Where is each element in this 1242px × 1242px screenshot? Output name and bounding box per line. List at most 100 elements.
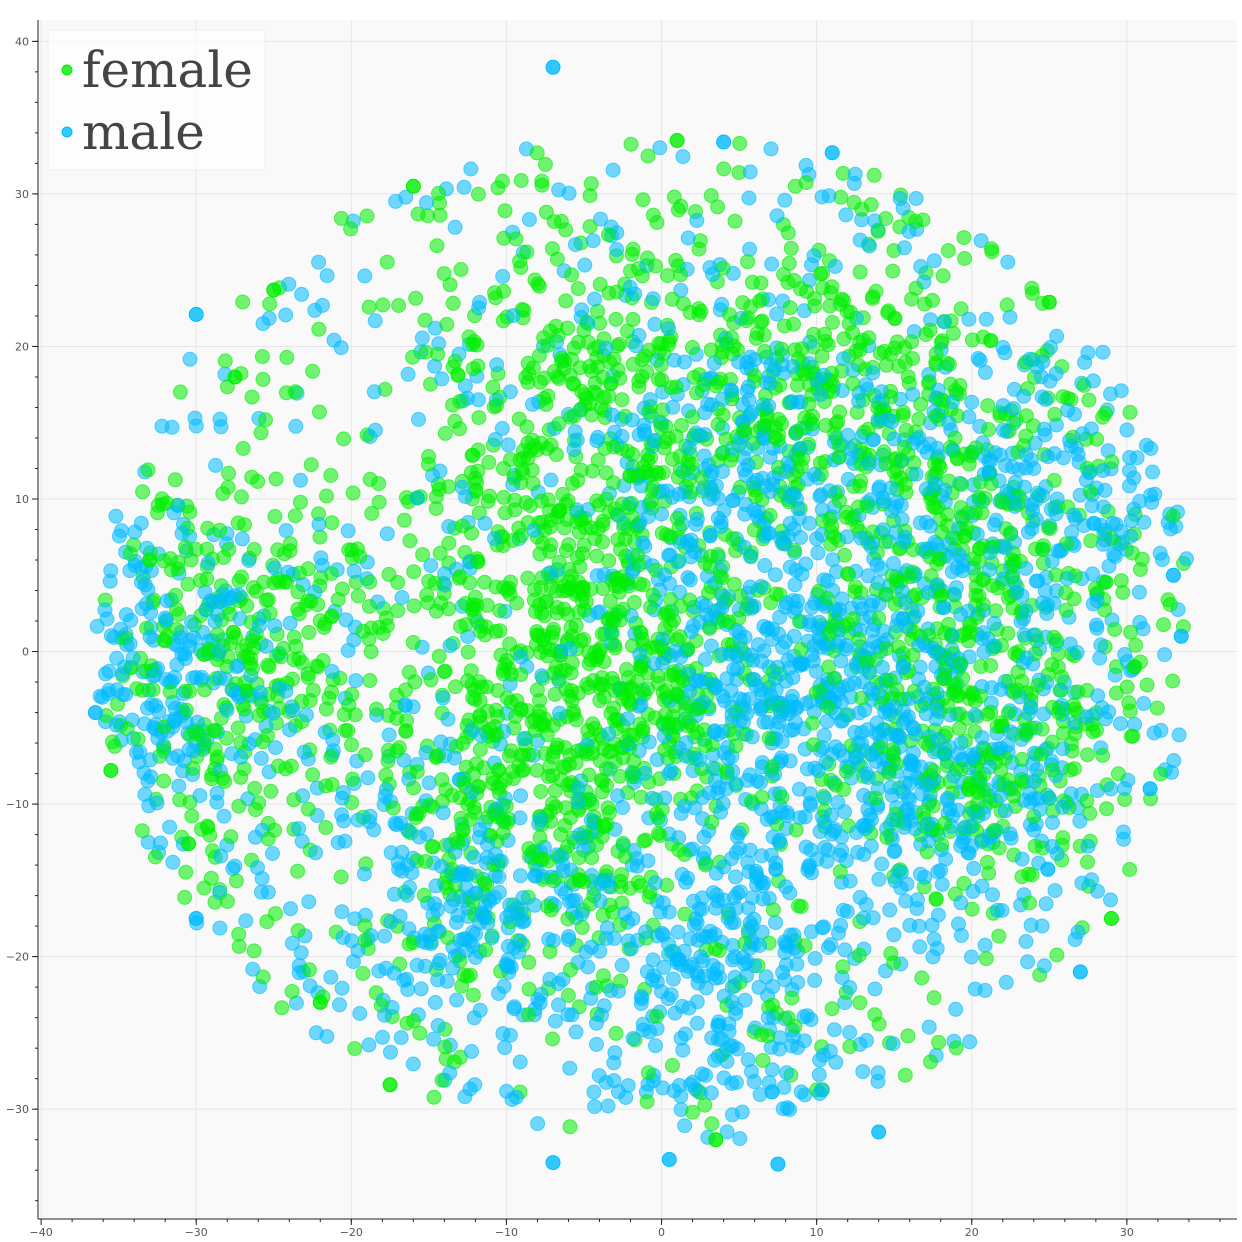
female-point bbox=[534, 570, 550, 586]
female-point bbox=[883, 946, 899, 961]
male-point bbox=[702, 528, 718, 544]
female-point bbox=[533, 784, 549, 799]
male-point bbox=[725, 492, 741, 508]
male-point bbox=[1014, 851, 1030, 867]
male-point bbox=[293, 945, 309, 961]
male-point bbox=[527, 897, 543, 913]
male-point bbox=[675, 1042, 691, 1058]
male-point bbox=[912, 939, 928, 955]
female-point bbox=[563, 409, 579, 425]
female-point bbox=[333, 869, 349, 885]
male-point bbox=[709, 961, 725, 977]
female-point bbox=[233, 489, 249, 505]
female-point bbox=[318, 778, 334, 794]
male-point bbox=[632, 646, 648, 662]
male-point bbox=[324, 664, 340, 679]
male-point bbox=[268, 740, 283, 756]
male-point bbox=[610, 788, 626, 804]
female-point bbox=[496, 489, 512, 505]
male-point bbox=[142, 752, 158, 768]
female-point bbox=[282, 536, 298, 552]
female-point bbox=[156, 773, 172, 789]
female-point bbox=[235, 441, 251, 456]
male-point bbox=[213, 848, 229, 864]
female-point bbox=[641, 889, 657, 905]
male-point bbox=[427, 995, 443, 1010]
female-point bbox=[323, 749, 339, 765]
male-point bbox=[724, 383, 740, 399]
male-point bbox=[562, 1060, 578, 1076]
male-point bbox=[1018, 603, 1034, 619]
female-point bbox=[228, 873, 244, 889]
female-point bbox=[345, 485, 361, 501]
female-point bbox=[1004, 569, 1020, 585]
female-point bbox=[835, 959, 851, 975]
female-point bbox=[878, 211, 894, 226]
female-point bbox=[640, 148, 656, 164]
male-point bbox=[212, 670, 228, 686]
female-point bbox=[928, 408, 944, 424]
female-point bbox=[300, 801, 316, 817]
male-point bbox=[855, 1064, 871, 1080]
male-point bbox=[930, 864, 946, 880]
male-point bbox=[926, 253, 942, 269]
female-point bbox=[323, 467, 339, 483]
male-point bbox=[301, 894, 317, 910]
female-point bbox=[416, 887, 432, 903]
male-point bbox=[599, 920, 615, 936]
female-point bbox=[1097, 405, 1113, 421]
male-point bbox=[494, 421, 510, 436]
male-point bbox=[401, 921, 417, 937]
male-point bbox=[827, 258, 843, 274]
male-point bbox=[103, 628, 119, 644]
female-point bbox=[928, 346, 944, 362]
female-point bbox=[803, 365, 819, 381]
male-point bbox=[814, 1082, 830, 1098]
male-point bbox=[1103, 781, 1119, 797]
male-point bbox=[867, 981, 883, 997]
male-point bbox=[1146, 725, 1162, 741]
male-point bbox=[682, 572, 698, 588]
female-point bbox=[757, 343, 773, 359]
male-point bbox=[147, 667, 163, 683]
female-point bbox=[798, 175, 814, 191]
female-point bbox=[547, 783, 563, 799]
female-point bbox=[540, 337, 556, 353]
female-point bbox=[375, 297, 391, 313]
male-point bbox=[598, 1075, 614, 1090]
male-point bbox=[1000, 254, 1016, 270]
female-point bbox=[931, 1034, 947, 1050]
female-point bbox=[162, 684, 178, 700]
female-point bbox=[197, 682, 213, 698]
female-point bbox=[738, 313, 754, 329]
female-point bbox=[996, 777, 1012, 792]
male-point bbox=[768, 915, 783, 931]
female-point bbox=[525, 476, 541, 492]
male-point bbox=[831, 925, 846, 941]
male-point bbox=[977, 982, 993, 998]
female-point bbox=[439, 316, 455, 332]
male-point bbox=[1066, 507, 1082, 523]
male-point bbox=[487, 531, 502, 547]
male-point bbox=[512, 1054, 528, 1070]
male-point bbox=[670, 924, 686, 940]
female-point bbox=[1058, 585, 1074, 601]
female-point bbox=[140, 462, 156, 478]
male-point bbox=[985, 887, 1000, 903]
male-point bbox=[232, 587, 247, 603]
female-point bbox=[499, 583, 515, 598]
male-point bbox=[356, 866, 372, 882]
male-point bbox=[657, 790, 673, 806]
male-point bbox=[505, 308, 521, 324]
male-point bbox=[432, 952, 448, 968]
male-point bbox=[282, 722, 298, 738]
female-point bbox=[601, 285, 617, 301]
male-point bbox=[336, 813, 352, 829]
male-point bbox=[337, 833, 353, 849]
male-point bbox=[1036, 958, 1052, 974]
male-point bbox=[965, 884, 981, 899]
male-point bbox=[335, 930, 351, 945]
female-point bbox=[624, 246, 640, 262]
female-point bbox=[134, 823, 150, 839]
female-point bbox=[893, 453, 909, 469]
